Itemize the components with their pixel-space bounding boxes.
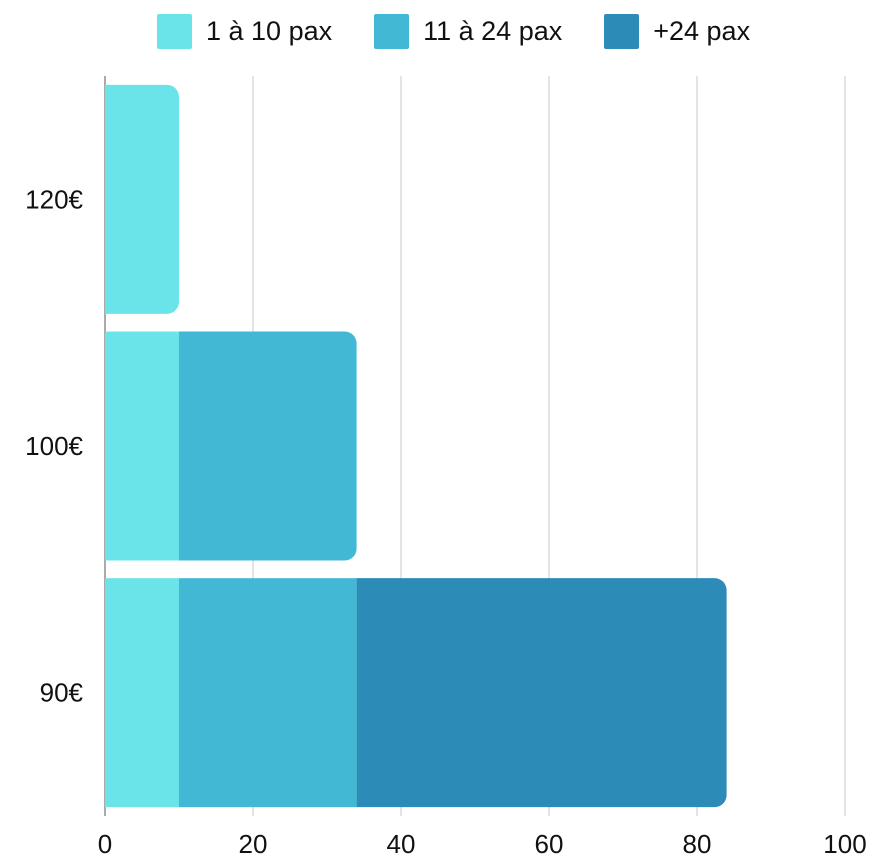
bar-90-11-24-pax [179, 578, 357, 808]
legend-item-11-24-pax: 11 à 24 pax [374, 14, 562, 49]
legend-swatch-1-10-pax [157, 14, 192, 49]
legend-label-11-24-pax: 11 à 24 pax [423, 16, 563, 46]
bar-90-24-pax [356, 578, 727, 808]
legend-label-1-10-pax: 1 à 10 pax [206, 16, 333, 46]
x-tick-label-100: 100 [823, 829, 866, 857]
bar-90-1-10-pax [105, 578, 179, 808]
legend-swatch-24-plus-pax [604, 14, 640, 49]
x-tick-label-80: 80 [683, 829, 712, 857]
x-tick-label-0: 0 [98, 829, 112, 857]
legend-item-24-plus-pax: +24 pax [604, 14, 750, 49]
x-tick-label-60: 60 [535, 829, 564, 857]
legend-item-1-10-pax: 1 à 10 pax [157, 14, 332, 49]
y-tick-label-100: 100€ [25, 431, 83, 461]
chart-legend: 1 à 10 pax 11 à 24 pax +24 pax [157, 14, 792, 49]
y-tick-label-120: 120€ [25, 184, 83, 214]
x-tick-label-40: 40 [387, 829, 416, 857]
legend-swatch-11-24-pax [374, 14, 410, 49]
bar-120-1-10-pax [105, 84, 179, 314]
legend-label-24-plus-pax: +24 pax [653, 16, 751, 46]
y-tick-label-90: 90€ [40, 678, 84, 708]
bar-100-1-10-pax [105, 331, 179, 561]
x-tick-label-20: 20 [239, 829, 268, 857]
bar-100-11-24-pax [179, 331, 357, 561]
